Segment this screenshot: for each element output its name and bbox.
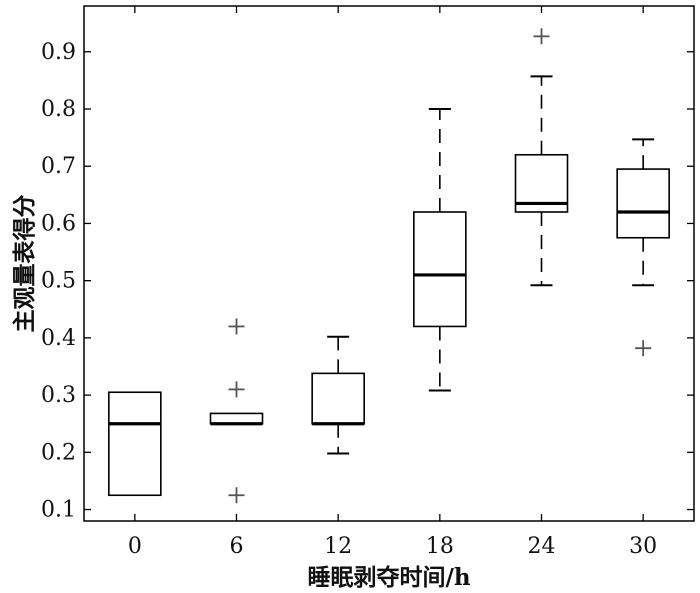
axis-ticks: 0.1 0.2 0.3 0.4 0.5 0.6 0.7 0.8 0.9 0 6 12 18 24 30 [41,6,694,559]
box-group-12 [311,335,365,455]
outlier-marker [533,28,550,45]
x-tick-label: 24 [528,534,556,559]
outlier-marker [228,487,245,504]
box-iqr [413,211,467,328]
outlier-marker [635,340,652,357]
box-series [108,28,670,504]
x-tick-label: 0 [128,534,142,559]
plot-area-frame [83,5,695,522]
box-group-18 [413,108,467,392]
y-tick-label: 0.8 [41,97,76,122]
x-tick-label: 12 [324,534,352,559]
outlier-marker [228,318,245,335]
box-iqr [311,372,365,425]
box-group-24 [514,28,569,287]
box-iqr [616,168,670,239]
y-tick-label: 0.4 [41,326,76,351]
y-tick-label: 0.3 [41,383,76,408]
x-tick-label: 30 [629,534,657,559]
y-tick-label: 0.1 [41,498,76,523]
x-axis-title: 睡眠剥夺时间/h [307,564,470,591]
box-iqr [108,391,162,497]
box-group-0 [108,391,162,497]
y-tick-label: 0.2 [41,440,76,465]
y-tick-label: 0.7 [41,154,76,179]
box-group-6 [209,318,264,504]
y-tick-label: 0.6 [41,211,76,236]
y-tick-label: 0.5 [41,269,76,294]
y-tick-label: 0.9 [41,40,76,65]
box-group-30 [616,138,670,357]
x-tick-label: 18 [426,534,454,559]
y-axis-title: 主观量表得分 [11,195,38,333]
x-tick-label: 6 [230,534,244,559]
outlier-marker [228,381,245,398]
box-iqr [514,153,569,213]
